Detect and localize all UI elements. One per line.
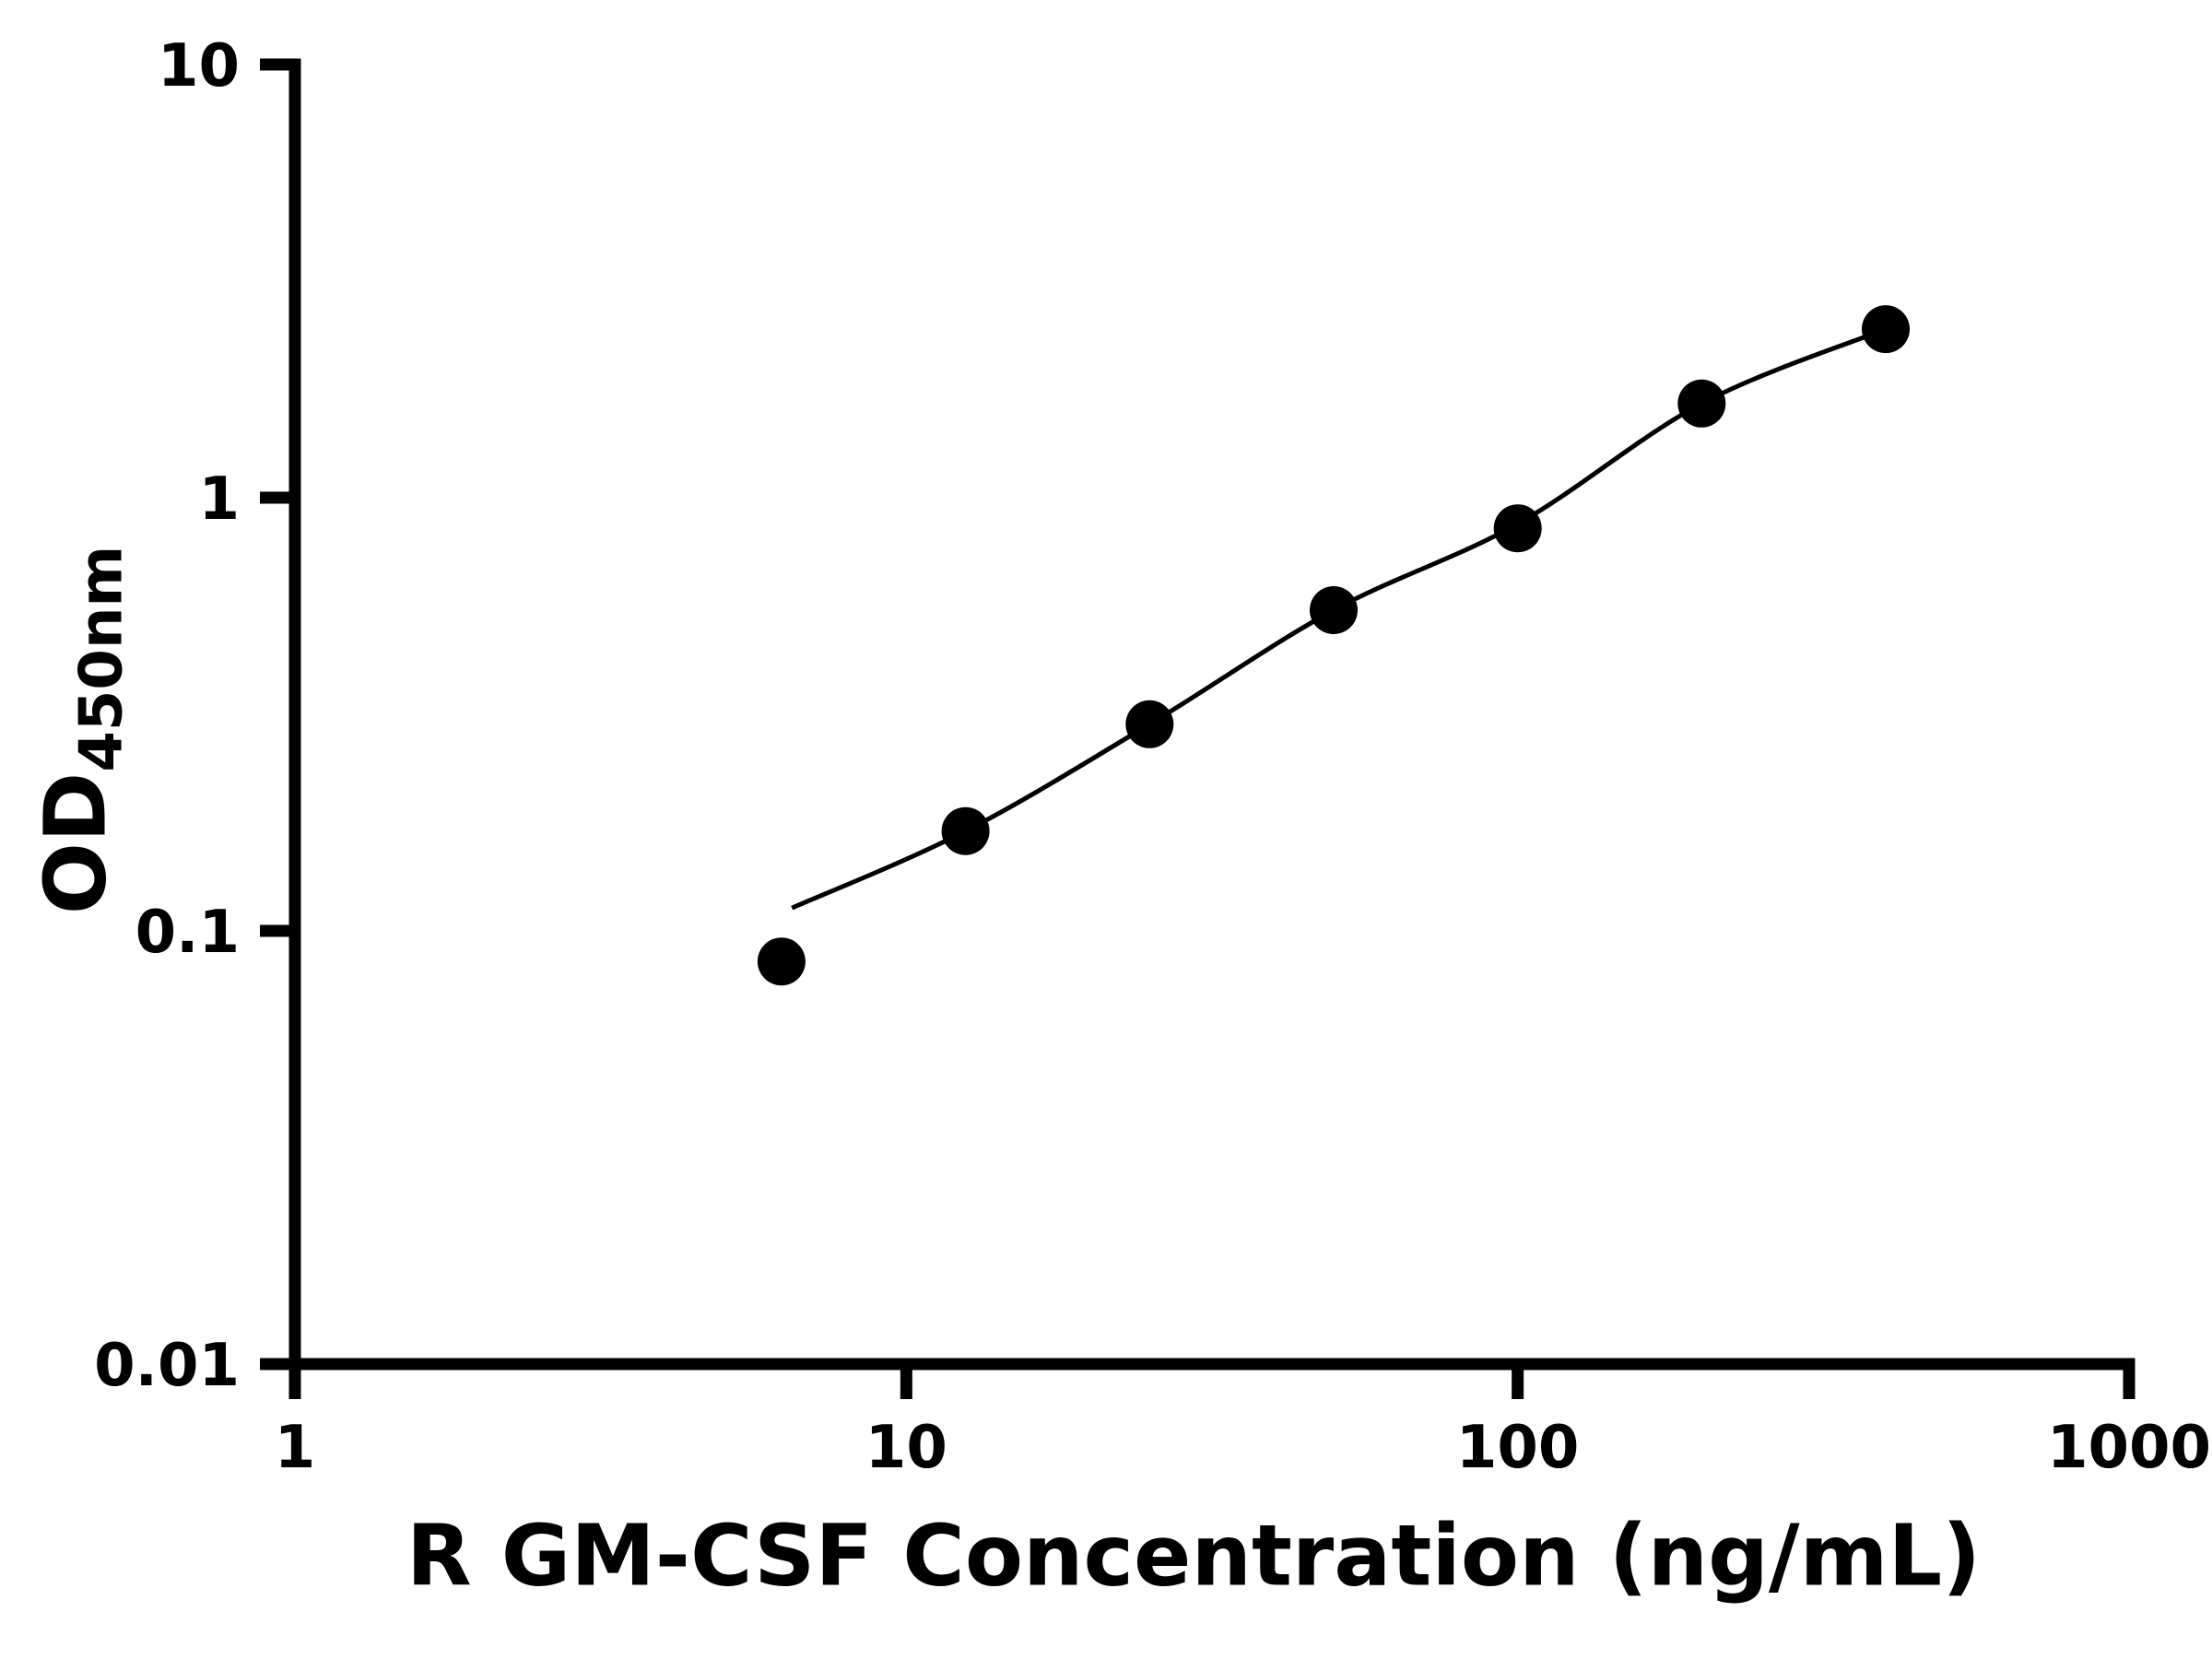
data-point xyxy=(941,806,990,855)
x-tick-label: 10 xyxy=(865,1414,947,1482)
data-point xyxy=(1125,700,1174,748)
y-tick-label: 10 xyxy=(158,32,240,100)
axes-spines xyxy=(288,58,2136,1371)
y-tick-label: 0.01 xyxy=(94,1332,240,1400)
x-tick-label: 1000 xyxy=(2047,1414,2211,1482)
x-tick-label: 1 xyxy=(275,1414,316,1482)
data-point xyxy=(1310,586,1358,634)
y-axis-label: OD450nm xyxy=(27,546,136,914)
y-tick-label: 1 xyxy=(198,465,240,534)
x-tick-label: 100 xyxy=(1456,1414,1580,1482)
data-point xyxy=(1493,504,1542,553)
data-point xyxy=(1862,305,1910,354)
data-point xyxy=(1677,379,1726,428)
x-axis-label: R GM-CSF Concentration (ng/mL) xyxy=(406,1506,1982,1606)
data-point xyxy=(757,937,806,986)
y-tick-label: 0.1 xyxy=(135,899,240,967)
y-axis-label-subscript: 450nm xyxy=(67,545,136,772)
y-axis-label-main: OD xyxy=(26,771,125,915)
